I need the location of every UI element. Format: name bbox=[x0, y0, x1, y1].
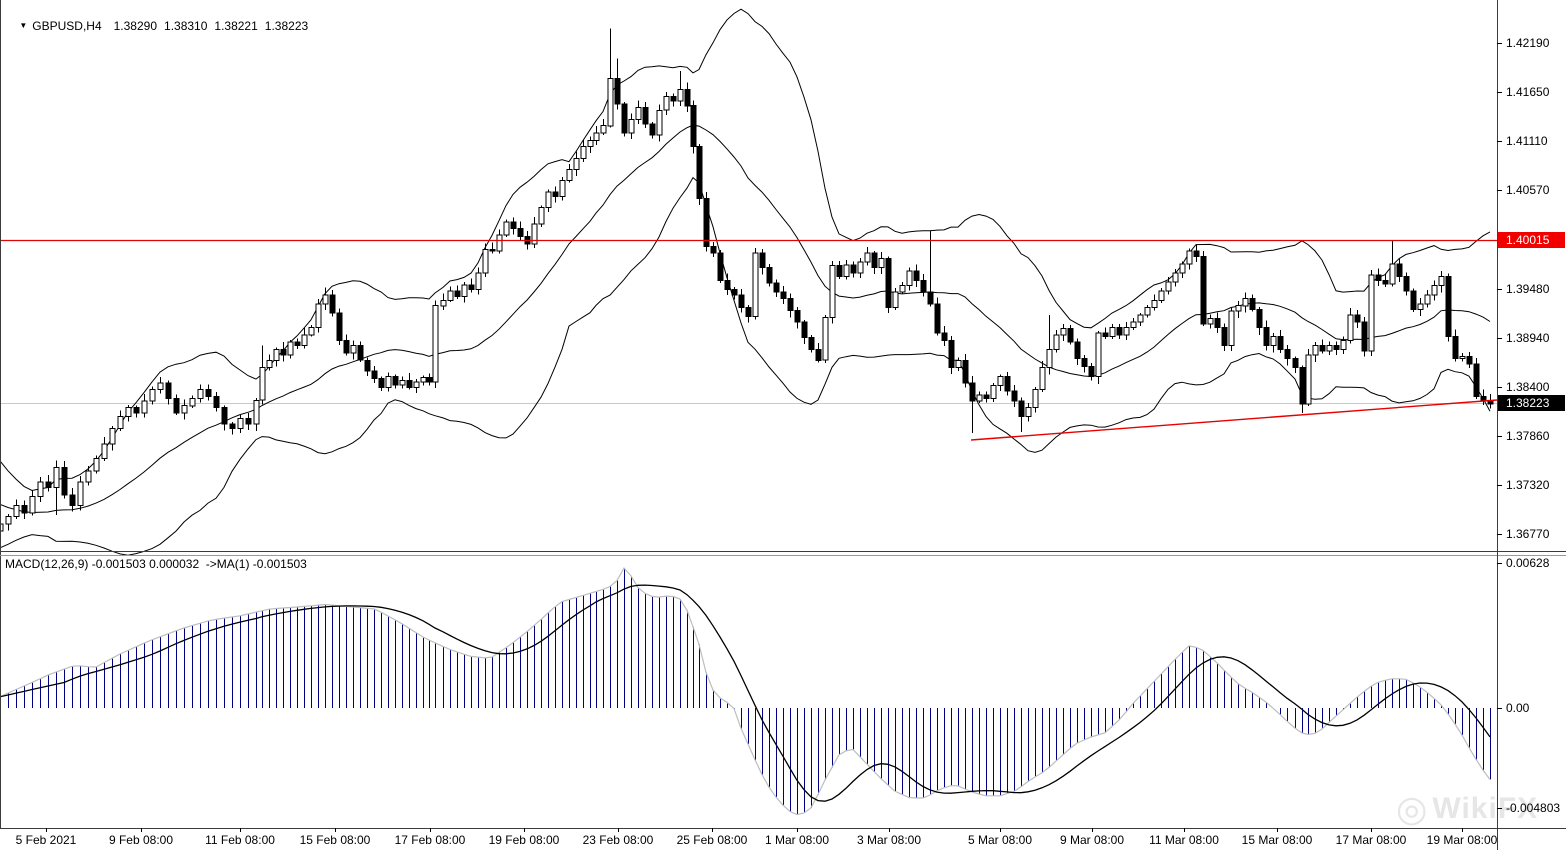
svg-text:17 Mar 08:00: 17 Mar 08:00 bbox=[1336, 833, 1407, 847]
quote-header: ▼ GBPUSD,H4 1.38290 1.38310 1.38221 1.38223 bbox=[6, 5, 315, 47]
macd-panel bbox=[0, 566, 1491, 816]
time-axis[interactable]: 5 Feb 2021 9 Feb 08:00 11 Feb 08:00 15 Feb … bbox=[16, 828, 1498, 847]
svg-text:9 Mar 08:00: 9 Mar 08:00 bbox=[1060, 833, 1124, 847]
svg-text:1.41650: 1.41650 bbox=[1506, 85, 1550, 99]
svg-text:1.37320: 1.37320 bbox=[1506, 478, 1550, 492]
quote-close: 1.38223 bbox=[264, 19, 309, 33]
svg-text:5 Feb 2021: 5 Feb 2021 bbox=[16, 833, 77, 847]
svg-text:3 Mar 08:00: 3 Mar 08:00 bbox=[857, 833, 921, 847]
watermark-logo-icon: ◎ bbox=[1396, 788, 1429, 829]
watermark: ◎ WikiFX bbox=[1396, 788, 1538, 830]
svg-text:1.38400: 1.38400 bbox=[1506, 380, 1550, 394]
svg-text:1.40570: 1.40570 bbox=[1506, 183, 1550, 197]
svg-text:9 Feb 08:00: 9 Feb 08:00 bbox=[109, 833, 173, 847]
quote-open: 1.38290 bbox=[113, 19, 158, 33]
svg-text:1.41110: 1.41110 bbox=[1506, 134, 1548, 148]
price-axis[interactable]: 1.42190 1.41650 1.41110 1.40570 1.39480 1.389… bbox=[1497, 36, 1565, 541]
svg-text:11 Feb 08:00: 11 Feb 08:00 bbox=[205, 833, 275, 847]
svg-text:15 Feb 08:00: 15 Feb 08:00 bbox=[300, 833, 371, 847]
svg-text:1 Mar 08:00: 1 Mar 08:00 bbox=[765, 833, 829, 847]
symbol-timeframe: GBPUSD,H4 bbox=[32, 19, 102, 33]
svg-text:-0.004803: -0.004803 bbox=[1506, 801, 1560, 815]
svg-text:5 Mar 08:00: 5 Mar 08:00 bbox=[968, 833, 1032, 847]
drawn-objects[interactable] bbox=[0, 239, 1498, 441]
svg-text:19 Mar 08:00: 19 Mar 08:00 bbox=[1427, 833, 1498, 847]
svg-text:1.37860: 1.37860 bbox=[1506, 429, 1550, 443]
quote-high: 1.38310 bbox=[164, 19, 208, 33]
bollinger-bands bbox=[0, 8, 1491, 556]
svg-text:1.36770: 1.36770 bbox=[1506, 527, 1550, 541]
svg-text:1.40015: 1.40015 bbox=[1506, 233, 1550, 247]
svg-text:0.00: 0.00 bbox=[1506, 701, 1530, 715]
macd-axis[interactable]: 0.00628 0.00 -0.004803 bbox=[1497, 556, 1560, 815]
svg-text:1.39480: 1.39480 bbox=[1506, 282, 1550, 296]
svg-text:1.38223: 1.38223 bbox=[1506, 396, 1550, 410]
svg-text:17 Feb 08:00: 17 Feb 08:00 bbox=[395, 833, 466, 847]
svg-text:19 Feb 08:00: 19 Feb 08:00 bbox=[489, 833, 560, 847]
watermark-text: WikiFX bbox=[1432, 792, 1539, 825]
svg-text:23 Feb 08:00: 23 Feb 08:00 bbox=[583, 833, 654, 847]
svg-text:0.00628: 0.00628 bbox=[1506, 556, 1550, 570]
svg-text:1.42190: 1.42190 bbox=[1506, 36, 1550, 50]
svg-text:15 Mar 08:00: 15 Mar 08:00 bbox=[1242, 833, 1313, 847]
svg-text:1.38940: 1.38940 bbox=[1506, 331, 1550, 345]
svg-text:25 Feb 08:00: 25 Feb 08:00 bbox=[677, 833, 748, 847]
svg-text:11 Mar 08:00: 11 Mar 08:00 bbox=[1149, 833, 1219, 847]
macd-indicator-label: MACD(12,26,9) -0.001503 0.000032 ->MA(1)… bbox=[5, 557, 307, 571]
collapse-triangle-icon[interactable]: ▼ bbox=[19, 21, 28, 30]
quote-low: 1.38221 bbox=[214, 19, 258, 33]
candles-layer[interactable] bbox=[0, 28, 1494, 535]
